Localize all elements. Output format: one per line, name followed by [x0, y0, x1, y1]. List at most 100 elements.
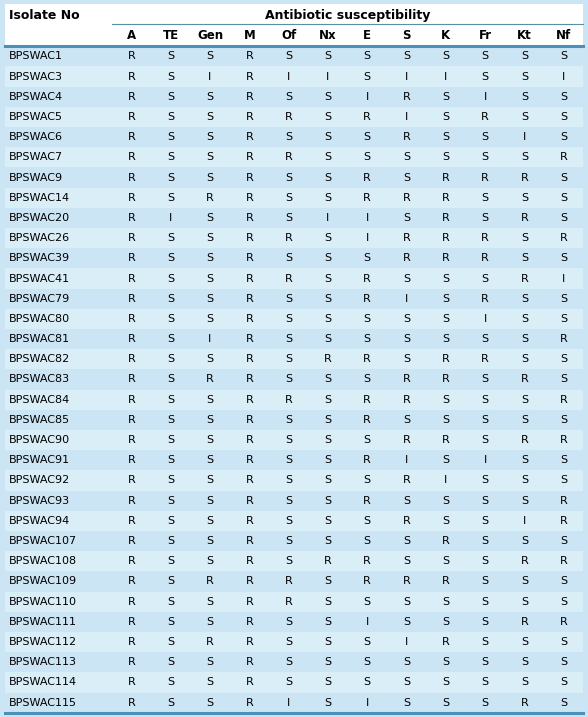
Text: R: R — [520, 435, 528, 445]
Text: R: R — [363, 294, 371, 304]
Text: R: R — [285, 597, 292, 607]
Text: S: S — [167, 72, 174, 82]
Text: I: I — [405, 112, 408, 122]
Text: S: S — [363, 253, 370, 263]
Bar — [5, 612, 583, 632]
Text: S: S — [285, 294, 292, 304]
Text: R: R — [245, 132, 253, 142]
Text: S: S — [403, 52, 410, 62]
Text: S: S — [403, 495, 410, 505]
Text: S: S — [442, 132, 449, 142]
Text: S: S — [442, 334, 449, 344]
Text: S: S — [325, 294, 332, 304]
Text: S: S — [482, 556, 489, 566]
Bar — [5, 571, 583, 592]
Text: S: S — [442, 516, 449, 526]
Text: R: R — [206, 637, 214, 647]
Text: S: S — [167, 556, 174, 566]
Text: S: S — [560, 678, 567, 688]
Bar — [5, 652, 583, 673]
Text: R: R — [128, 72, 135, 82]
Text: S: S — [285, 516, 292, 526]
Text: S: S — [482, 394, 489, 404]
Text: R: R — [128, 314, 135, 324]
Bar — [5, 228, 583, 248]
Text: BPSWAC20: BPSWAC20 — [9, 213, 70, 223]
Bar — [5, 592, 583, 612]
Text: R: R — [520, 698, 528, 708]
Text: S: S — [521, 536, 528, 546]
Text: R: R — [363, 273, 371, 283]
Text: S: S — [167, 435, 174, 445]
Text: S: S — [206, 92, 213, 102]
Text: S: S — [482, 72, 489, 82]
Text: S: S — [403, 173, 410, 183]
Bar — [5, 248, 583, 268]
Text: R: R — [403, 475, 410, 485]
Text: S: S — [285, 536, 292, 546]
Text: R: R — [285, 576, 292, 587]
Text: R: R — [245, 153, 253, 162]
Text: R: R — [245, 455, 253, 465]
Text: R: R — [128, 132, 135, 142]
Text: R: R — [245, 495, 253, 505]
Bar — [5, 450, 583, 470]
Text: BPSWAC115: BPSWAC115 — [9, 698, 76, 708]
Text: BPSWAC93: BPSWAC93 — [9, 495, 70, 505]
Text: S: S — [521, 294, 528, 304]
Text: R: R — [128, 173, 135, 183]
Text: S: S — [325, 92, 332, 102]
Text: R: R — [442, 173, 450, 183]
Bar — [5, 511, 583, 531]
Text: S: S — [206, 273, 213, 283]
Text: R: R — [403, 132, 410, 142]
Bar — [5, 369, 583, 389]
Text: R: R — [128, 233, 135, 243]
Text: S: S — [521, 253, 528, 263]
Text: R: R — [560, 556, 567, 566]
Text: S: S — [285, 334, 292, 344]
Text: I: I — [444, 72, 447, 82]
Text: R: R — [128, 597, 135, 607]
Text: S: S — [285, 637, 292, 647]
Text: S: S — [285, 354, 292, 364]
Text: Nf: Nf — [556, 29, 572, 42]
Text: BPSWAC83: BPSWAC83 — [9, 374, 70, 384]
Text: S: S — [325, 233, 332, 243]
Text: R: R — [403, 253, 410, 263]
Text: R: R — [128, 678, 135, 688]
Text: S: S — [482, 132, 489, 142]
Text: S: S — [206, 394, 213, 404]
Text: S: S — [560, 657, 567, 668]
Text: I: I — [562, 72, 565, 82]
Bar — [5, 147, 583, 168]
Text: I: I — [444, 475, 447, 485]
Text: S: S — [206, 455, 213, 465]
Text: S: S — [285, 435, 292, 445]
Text: S: S — [482, 516, 489, 526]
Text: I: I — [483, 314, 487, 324]
Text: BPSWAC91: BPSWAC91 — [9, 455, 70, 465]
Text: Gen: Gen — [197, 29, 223, 42]
Text: R: R — [442, 253, 450, 263]
Text: S: S — [363, 597, 370, 607]
Text: BPSWAC6: BPSWAC6 — [9, 132, 63, 142]
Text: R: R — [363, 394, 371, 404]
Text: S: S — [206, 698, 213, 708]
Text: S: S — [285, 556, 292, 566]
Text: S: S — [206, 435, 213, 445]
Text: I: I — [523, 516, 526, 526]
Text: S: S — [285, 314, 292, 324]
Text: S: S — [442, 657, 449, 668]
Text: S: S — [325, 374, 332, 384]
Text: E: E — [363, 29, 371, 42]
Text: S: S — [482, 698, 489, 708]
Bar — [5, 107, 583, 127]
Text: R: R — [403, 394, 410, 404]
Text: S: S — [325, 173, 332, 183]
Text: R: R — [481, 294, 489, 304]
Text: R: R — [128, 334, 135, 344]
Text: S: S — [363, 678, 370, 688]
Text: S: S — [325, 112, 332, 122]
Text: R: R — [245, 294, 253, 304]
